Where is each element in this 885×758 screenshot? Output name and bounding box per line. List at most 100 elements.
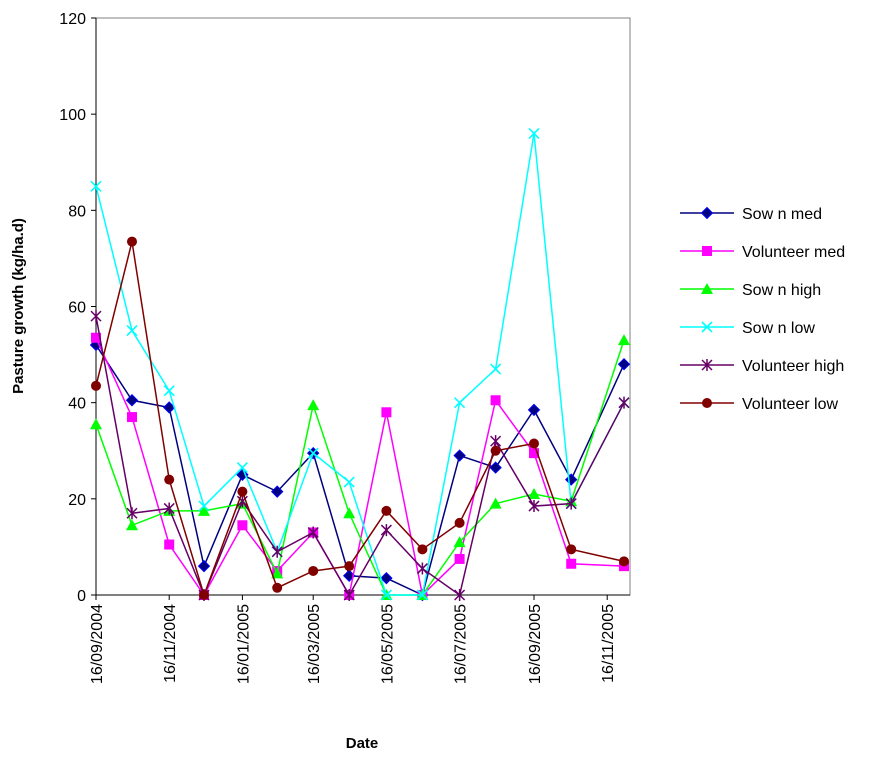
data-point-volunteer-med <box>127 412 137 423</box>
data-point-volunteer-med <box>381 407 392 418</box>
legend-label: Sow n low <box>742 320 815 337</box>
y-tick-label: 60 <box>68 300 86 317</box>
legend-marker <box>700 206 714 220</box>
x-tick-label: 16/09/2004 <box>89 604 106 684</box>
series-volunteer-low <box>91 236 629 600</box>
data-point-sow-n-low <box>198 500 210 512</box>
legend-marker <box>702 246 712 256</box>
legend-marker <box>701 283 713 294</box>
data-point-sow-n-high <box>307 399 320 411</box>
legend-label: Volunteer med <box>742 244 845 261</box>
data-point-volunteer-high <box>416 562 428 575</box>
data-point-volunteer-low <box>272 582 283 593</box>
data-point-volunteer-low <box>237 486 248 497</box>
data-point-volunteer-med <box>164 539 175 550</box>
legend-marker <box>701 359 713 371</box>
x-axis-title: Date <box>346 735 379 752</box>
data-point-volunteer-low <box>127 236 137 247</box>
data-point-sow-n-med <box>617 357 631 371</box>
x-axis-ticks: 16/09/2004 16/11/2004 16/01/2005 16/03/2005… <box>89 595 617 684</box>
data-point-sow-n-low <box>416 589 428 601</box>
data-point-volunteer-low <box>199 590 209 600</box>
data-point-volunteer-med <box>566 558 577 569</box>
data-point-sow-n-med <box>270 485 284 498</box>
series-layer <box>89 127 631 602</box>
data-point-volunteer-low <box>490 445 501 456</box>
x-tick-label: 16/01/2005 <box>235 604 252 684</box>
data-point-sow-n-high <box>271 567 284 579</box>
legend-item-volunteer-med: Volunteer med <box>680 244 845 261</box>
data-point-volunteer-med <box>490 395 501 406</box>
data-point-volunteer-med <box>454 553 465 564</box>
y-axis-title: Pasture growth (kg/ha.d) <box>10 218 27 394</box>
data-point-sow-n-high <box>343 507 356 519</box>
data-point-volunteer-high <box>565 497 577 510</box>
x-tick-label: 16/05/2005 <box>379 604 396 684</box>
data-point-volunteer-high <box>236 495 248 508</box>
legend-item-sow-n-low: Sow n low <box>680 320 815 337</box>
data-point-sow-n-high <box>489 497 502 509</box>
data-point-volunteer-high <box>343 589 355 601</box>
data-point-volunteer-med <box>237 520 248 531</box>
y-axis-ticks: 0 20 40 60 80 100 120 <box>59 11 96 605</box>
data-point-volunteer-low <box>308 565 319 576</box>
data-point-volunteer-high <box>454 589 466 601</box>
data-point-volunteer-low <box>417 544 428 555</box>
data-point-volunteer-high <box>490 435 502 448</box>
data-point-sow-n-low <box>90 180 102 192</box>
data-point-sow-n-med <box>453 449 466 462</box>
data-point-sow-n-high <box>528 488 540 500</box>
data-point-sow-n-low <box>528 127 540 139</box>
data-point-sow-n-med <box>380 571 393 585</box>
x-tick-label: 16/03/2005 <box>306 604 323 684</box>
legend-label: Sow n high <box>742 282 821 299</box>
data-point-sow-n-high <box>453 536 466 548</box>
x-tick-label: 16/11/2005 <box>600 604 617 683</box>
data-point-sow-n-med <box>527 403 541 417</box>
data-point-sow-n-med <box>125 394 139 407</box>
data-point-volunteer-low <box>164 474 175 485</box>
legend: Sow n med Volunteer med Sow n high Sow n lo… <box>680 206 845 413</box>
data-point-volunteer-high <box>90 310 102 323</box>
legend-marker <box>702 398 712 408</box>
legend-marker <box>701 321 713 333</box>
series-sow-n-med <box>89 338 631 602</box>
data-point-volunteer-med <box>91 332 101 343</box>
legend-label: Sow n med <box>742 206 822 223</box>
data-point-sow-n-low <box>163 385 175 397</box>
y-tick-label: 120 <box>59 11 86 28</box>
legend-label: Volunteer high <box>742 358 844 375</box>
data-point-volunteer-low <box>381 505 392 516</box>
legend-item-sow-n-med: Sow n med <box>680 206 822 223</box>
y-tick-label: 100 <box>59 107 86 124</box>
data-point-sow-n-med <box>162 401 176 414</box>
data-point-sow-n-high <box>90 418 102 430</box>
data-point-volunteer-high <box>126 507 138 520</box>
data-point-volunteer-low <box>529 438 539 449</box>
y-tick-label: 40 <box>68 396 86 413</box>
legend-item-volunteer-low: Volunteer low <box>680 396 839 413</box>
data-point-sow-n-med <box>236 468 249 481</box>
y-tick-label: 80 <box>68 203 86 220</box>
legend-item-volunteer-high: Volunteer high <box>680 358 844 375</box>
data-point-sow-n-low <box>380 589 392 601</box>
x-tick-label: 16/07/2005 <box>453 604 470 684</box>
legend-label: Volunteer low <box>742 396 839 413</box>
data-point-volunteer-high <box>163 502 175 515</box>
data-point-sow-n-low <box>343 476 355 488</box>
legend-item-sow-n-high: Sow n high <box>680 282 821 299</box>
data-point-sow-n-low <box>126 324 138 337</box>
data-point-volunteer-low <box>91 380 101 391</box>
data-point-volunteer-high <box>618 396 630 409</box>
data-point-volunteer-low <box>344 561 355 572</box>
plot-area <box>95 17 631 596</box>
data-point-sow-n-low <box>307 447 319 459</box>
data-point-volunteer-high <box>380 524 392 537</box>
data-point-sow-n-low <box>454 397 466 409</box>
y-tick-label: 0 <box>77 588 86 605</box>
x-tick-label: 16/11/2004 <box>162 604 179 683</box>
data-point-sow-n-low <box>490 363 502 375</box>
data-point-sow-n-high <box>126 519 138 531</box>
data-point-sow-n-high <box>198 504 210 516</box>
